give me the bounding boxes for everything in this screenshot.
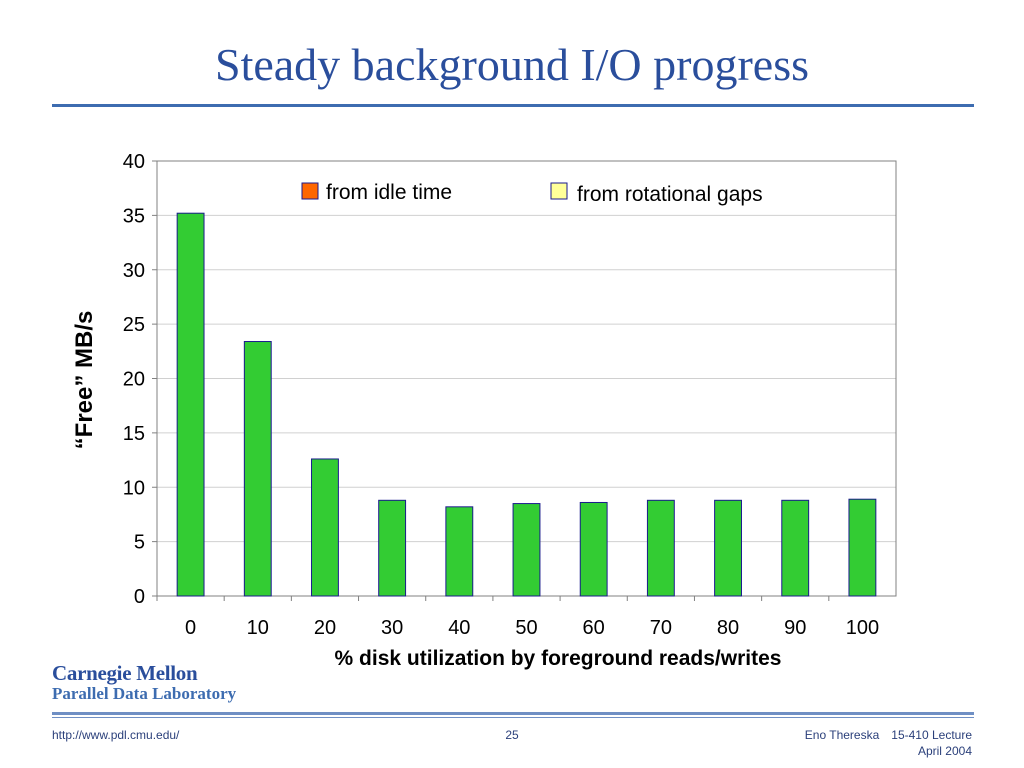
y-tick-label: 40 xyxy=(123,151,145,173)
bar-90-rotational-gaps xyxy=(781,499,810,597)
footer-author: Eno Thereska xyxy=(804,728,880,742)
legend-label-rotational-gaps: from rotational gaps xyxy=(577,183,763,206)
x-tick-label: 0 xyxy=(185,617,196,639)
footer-divider-thin xyxy=(52,717,974,718)
gridlines xyxy=(157,214,896,543)
y-tick-label: 20 xyxy=(123,369,145,391)
logo-university: Carnegie Mellon xyxy=(52,661,198,685)
y-tick-label: 5 xyxy=(134,532,145,554)
x-tick-label: 100 xyxy=(846,617,879,639)
bars xyxy=(176,212,877,597)
x-tick-label: 20 xyxy=(314,617,336,639)
legend-swatch-idle-time xyxy=(301,182,319,200)
bar-50-rotational-gaps xyxy=(512,503,541,597)
bar-100-rotational-gaps xyxy=(848,498,877,597)
y-tick-label: 25 xyxy=(123,314,145,336)
page-number: 25 xyxy=(505,728,519,742)
y-tick-labels: 0 5 10 15 20 25 30 35 40 xyxy=(123,151,157,608)
legend: from idle time from rotational gaps xyxy=(301,181,763,206)
y-axis-title: “Free” MB/s xyxy=(71,311,98,450)
bar-70-rotational-gaps xyxy=(646,499,675,597)
x-tick-label: 10 xyxy=(247,617,269,639)
footer-info: Eno Thereska 15-410 Lecture April 2004 xyxy=(805,727,972,759)
legend-swatch-rotational-gaps xyxy=(550,182,568,200)
lab-logo: Carnegie Mellon Parallel Data Laboratory xyxy=(52,661,237,704)
logo-lab: Parallel Data Laboratory xyxy=(52,684,237,704)
footer-course: 15-410 Lecture xyxy=(891,728,972,742)
x-tick-label: 60 xyxy=(583,617,605,639)
bar-30-rotational-gaps xyxy=(378,499,407,597)
y-tick-label: 30 xyxy=(123,260,145,282)
x-tick-label: 70 xyxy=(650,617,672,639)
x-axis-title: % disk utilization by foreground reads/w… xyxy=(335,647,782,670)
footer-url[interactable]: http://www.pdl.cmu.edu/ xyxy=(52,728,180,742)
title-divider xyxy=(52,104,974,107)
bar-80-rotational-gaps xyxy=(714,499,742,597)
y-tick-label: 0 xyxy=(134,586,145,608)
x-tick-labels: 0 10 20 30 40 50 60 70 80 90 100 xyxy=(156,596,879,639)
x-tick-label: 40 xyxy=(448,617,470,639)
bar-40-rotational-gaps xyxy=(445,506,474,597)
x-tick-label: 30 xyxy=(381,617,403,639)
x-tick-label: 80 xyxy=(717,617,739,639)
y-tick-label: 35 xyxy=(123,205,145,227)
bar-10-rotational-gaps xyxy=(243,341,272,597)
bar-0-rotational-gaps xyxy=(176,212,205,597)
y-tick-label: 10 xyxy=(123,477,145,499)
footer-divider xyxy=(52,712,974,715)
x-tick-label: 90 xyxy=(784,617,806,639)
bar-20-rotational-gaps xyxy=(311,458,339,597)
slide-title: Steady background I/O progress xyxy=(214,39,810,90)
y-tick-label: 15 xyxy=(123,423,145,445)
legend-label-idle-time: from idle time xyxy=(326,181,452,204)
x-tick-label: 50 xyxy=(515,617,537,639)
footer-date: April 2004 xyxy=(917,744,972,759)
bar-60-rotational-gaps xyxy=(579,501,608,597)
